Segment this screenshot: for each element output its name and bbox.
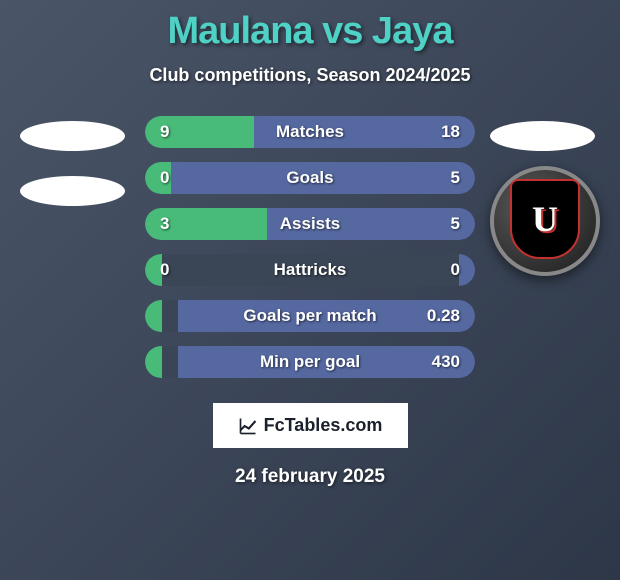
right-player-avatars: U (490, 116, 600, 151)
bar-fill-left (145, 300, 162, 332)
bar-label: Min per goal (260, 352, 360, 372)
chart-icon (238, 416, 258, 436)
page-title: Maulana vs Jaya (20, 10, 600, 53)
footer-brand-text: FcTables.com (264, 415, 383, 436)
bar-value-right: 430 (432, 352, 460, 372)
left-player-avatars (20, 116, 130, 206)
stat-bar: Goals per match 0.28 (145, 300, 475, 332)
badge-shield: U (510, 179, 580, 259)
bar-value-right: 5 (451, 168, 460, 188)
stat-bar: 9 Matches 18 (145, 116, 475, 148)
stat-bar: Min per goal 430 (145, 346, 475, 378)
bar-value-left: 0 (160, 260, 169, 280)
player-avatar-placeholder (490, 121, 595, 151)
bar-value-left: 9 (160, 122, 169, 142)
bar-label: Assists (280, 214, 340, 234)
stat-bar: 0 Goals 5 (145, 162, 475, 194)
footer-brand: FcTables.com (213, 403, 408, 448)
team-logo-placeholder (20, 176, 125, 206)
bar-value-left: 3 (160, 214, 169, 234)
team-badge: U (490, 166, 600, 276)
bar-value-right: 18 (441, 122, 460, 142)
footer-date: 24 february 2025 (20, 466, 600, 488)
badge-inner: U (503, 174, 588, 269)
comparison-area: 9 Matches 18 0 Goals 5 3 Assists 5 0 Hattricks 0 Goa… (20, 116, 600, 378)
bar-fill-left (145, 346, 162, 378)
stat-bar: 0 Hattricks 0 (145, 254, 475, 286)
bar-label: Matches (276, 122, 344, 142)
stat-bars: 9 Matches 18 0 Goals 5 3 Assists 5 0 Hattricks 0 Goa… (145, 116, 475, 378)
bar-value-right: 0.28 (427, 306, 460, 326)
bar-value-right: 0 (451, 260, 460, 280)
bar-value-right: 5 (451, 214, 460, 234)
bar-label: Hattricks (274, 260, 347, 280)
subtitle: Club competitions, Season 2024/2025 (20, 65, 600, 86)
badge-letter: U (532, 198, 558, 240)
bar-fill-right (459, 254, 476, 286)
bar-value-left: 0 (160, 168, 169, 188)
bar-label: Goals (286, 168, 333, 188)
stat-bar: 3 Assists 5 (145, 208, 475, 240)
bar-label: Goals per match (243, 306, 376, 326)
comparison-card: Maulana vs Jaya Club competitions, Seaso… (0, 0, 620, 498)
player-avatar-placeholder (20, 121, 125, 151)
